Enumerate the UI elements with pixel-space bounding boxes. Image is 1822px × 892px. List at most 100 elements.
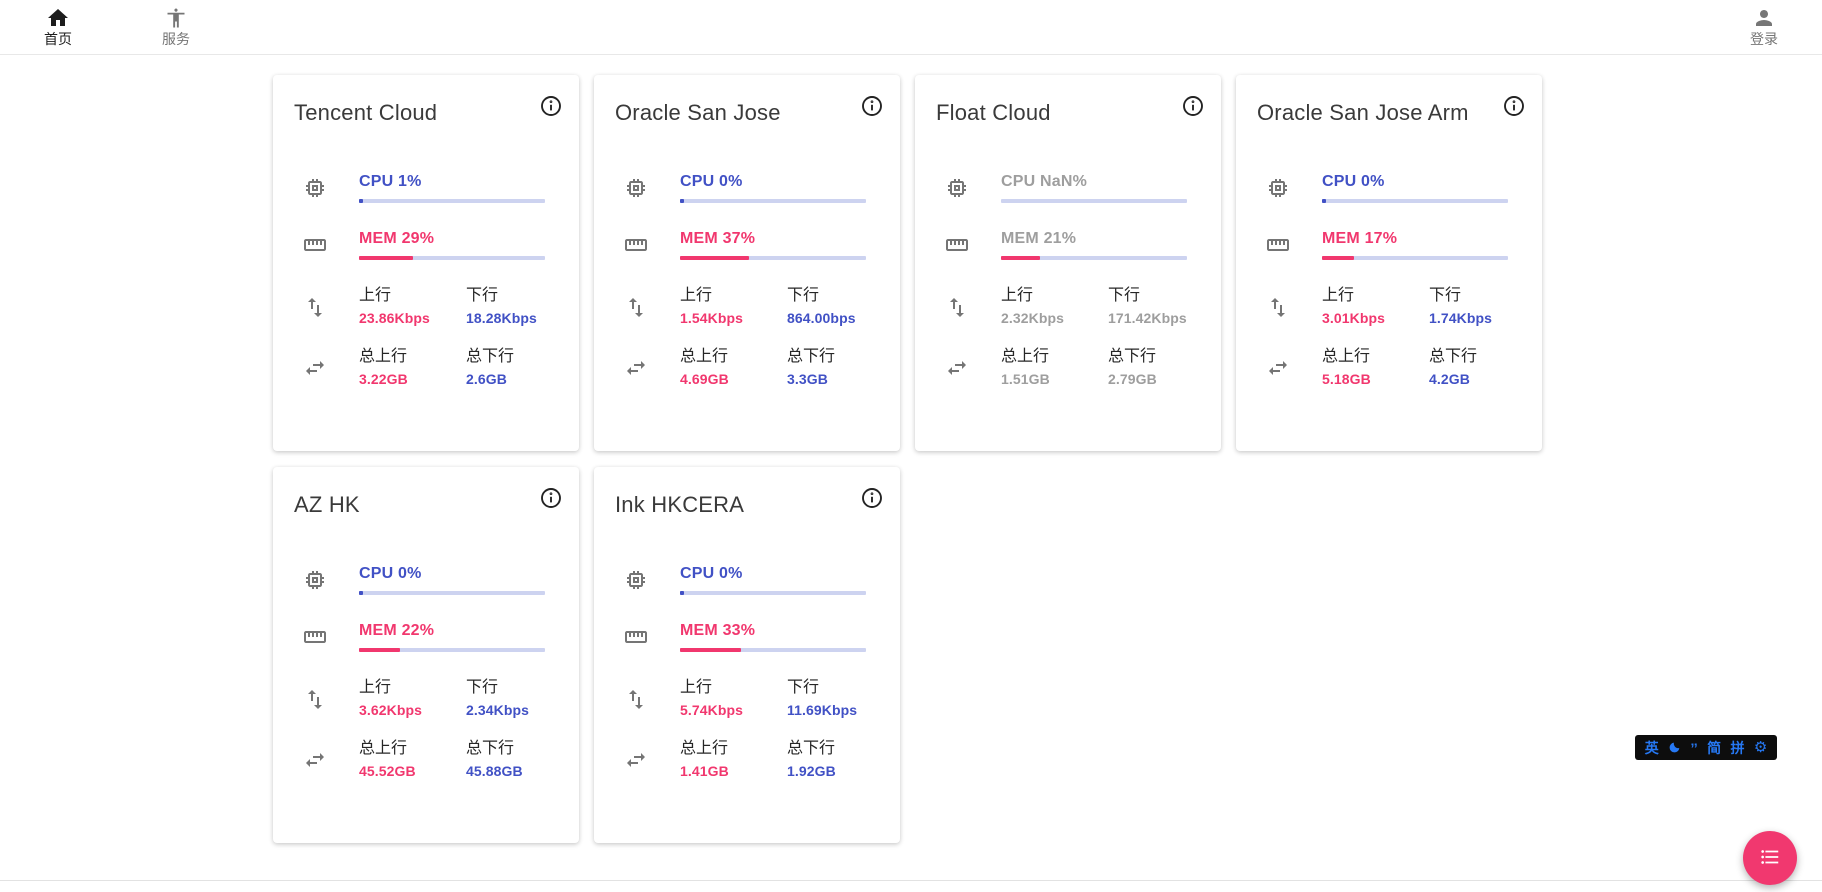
upload-speed: 上行 3.62Kbps [359,678,466,719]
cpu-usage-label: CPU 0% [359,565,422,582]
info-icon[interactable] [860,486,884,510]
download-label: 下行 [787,287,820,304]
ime-toolbar: 英 ’’ 简 拼 ⚙ [1635,735,1777,760]
memory-meter-row: MEM 33% [610,621,884,652]
download-label: 下行 [1429,287,1462,304]
ime-english-toggle[interactable]: 英 [1644,739,1659,756]
cpu-progress-bar [1001,199,1187,203]
up-down-arrows-icon [624,687,648,711]
cpu-meter: CPU 0% [1322,172,1508,203]
server-name: Oracle San Jose [615,100,781,125]
download-label: 下行 [466,287,499,304]
cpu-meter: CPU NaN% [1001,172,1187,203]
total-download: 总下行 1.92GB [787,739,894,780]
accessibility-icon [164,6,188,30]
info-icon[interactable] [1502,94,1526,118]
ime-punctuation-toggle[interactable]: ’’ [1690,739,1698,756]
card-header: Ink HKCERA [610,485,884,518]
cpu-chip-icon [945,176,969,200]
info-icon[interactable] [539,94,563,118]
cpu-progress-bar [680,199,866,203]
upload-label: 上行 [680,679,713,696]
up-down-arrows-icon [1266,295,1290,319]
memory-progress-fill [359,256,413,260]
network-speed-row: 上行 23.86Kbps 下行 18.28Kbps [289,286,563,327]
network-speed-row: 上行 1.54Kbps 下行 864.00bps [610,286,884,327]
total-upload-label: 总上行 [359,348,408,365]
card-stats: CPU 0% MEM 33% 上行 5.74Kbps [610,564,884,780]
download-value: 18.28Kbps [466,310,537,326]
upload-value: 2.32Kbps [1001,310,1065,326]
memory-meter-row: MEM 22% [289,621,563,652]
card-stats: CPU 0% MEM 37% 上行 1.54Kbps [610,172,884,388]
ruler-icon [945,233,969,257]
upload-speed: 上行 23.86Kbps [359,286,466,327]
download-speed: 下行 11.69Kbps [787,678,894,719]
total-download-label: 总下行 [1108,348,1157,365]
memory-usage-label: MEM 29% [359,230,435,247]
card-header: Oracle San Jose Arm [1252,93,1526,126]
upload-label: 上行 [359,287,392,304]
info-icon[interactable] [539,486,563,510]
cpu-usage-label: CPU NaN% [1001,173,1088,190]
total-download: 总下行 2.6GB [466,347,573,388]
ruler-icon [303,233,327,257]
download-speed: 下行 171.42Kbps [1108,286,1215,327]
cpu-meter: CPU 0% [680,172,866,203]
traffic-total-row: 总上行 1.41GB 总下行 1.92GB [610,739,884,780]
total-upload-value: 3.22GB [359,371,408,387]
download-value: 1.74Kbps [1429,310,1493,326]
server-card: AZ HK CPU 0% MEM 22% [273,467,579,843]
server-list-fab[interactable] [1743,831,1797,885]
cpu-progress-bar [680,591,866,595]
gear-icon[interactable]: ⚙ [1753,739,1768,756]
card-header: AZ HK [289,485,563,518]
ruler-icon [624,625,648,649]
speed-columns: 上行 1.54Kbps 下行 864.00bps [680,286,894,327]
traffic-total-row: 总上行 3.22GB 总下行 2.6GB [289,347,563,388]
memory-progress-fill [1322,256,1354,260]
total-upload-label: 总上行 [680,740,729,757]
info-icon[interactable] [860,94,884,118]
up-down-arrows-icon [945,295,969,319]
cpu-meter: CPU 1% [359,172,545,203]
total-upload: 总上行 1.51GB [1001,347,1108,388]
ime-pinyin-toggle[interactable]: 拼 [1730,739,1745,756]
traffic-total-row: 总上行 1.51GB 总下行 2.79GB [931,347,1205,388]
memory-meter-row: MEM 17% [1252,229,1526,260]
cpu-usage-label: CPU 1% [359,173,422,190]
memory-meter-row: MEM 29% [289,229,563,260]
up-down-arrows-icon [303,687,327,711]
cpu-meter: CPU 0% [359,564,545,595]
total-download-value: 3.3GB [787,371,828,387]
memory-progress-fill [359,648,400,652]
moon-icon[interactable] [1668,741,1681,754]
upload-speed: 上行 2.32Kbps [1001,286,1108,327]
up-down-arrows-icon [303,295,327,319]
cpu-progress-fill [359,199,363,203]
traffic-total-row: 总上行 45.52GB 总下行 45.88GB [289,739,563,780]
total-upload: 总上行 4.69GB [680,347,787,388]
swap-arrows-icon [945,356,969,380]
memory-meter: MEM 21% [1001,229,1187,260]
speed-columns: 上行 2.32Kbps 下行 171.42Kbps [1001,286,1215,327]
total-download-label: 总下行 [466,740,515,757]
ruler-icon [624,233,648,257]
nav-item-home[interactable]: 首页 [30,6,86,48]
nav-item-label: 服务 [162,31,190,47]
info-icon[interactable] [1181,94,1205,118]
download-speed: 下行 18.28Kbps [466,286,573,327]
memory-progress-fill [680,648,742,652]
download-value: 864.00bps [787,310,856,326]
footer-divider [0,880,1822,881]
nav-item-services[interactable]: 服务 [148,6,204,48]
ime-simplified-toggle[interactable]: 简 [1707,739,1722,756]
network-speed-row: 上行 2.32Kbps 下行 171.42Kbps [931,286,1205,327]
network-speed-row: 上行 3.01Kbps 下行 1.74Kbps [1252,286,1526,327]
card-stats: CPU NaN% MEM 21% 上行 2.32Kbps [931,172,1205,388]
traffic-columns: 总上行 5.18GB 总下行 4.2GB [1322,347,1536,388]
swap-arrows-icon [303,356,327,380]
nav-item-login[interactable]: 登录 [1736,6,1792,48]
cpu-chip-icon [624,176,648,200]
cpu-progress-fill [359,591,363,595]
